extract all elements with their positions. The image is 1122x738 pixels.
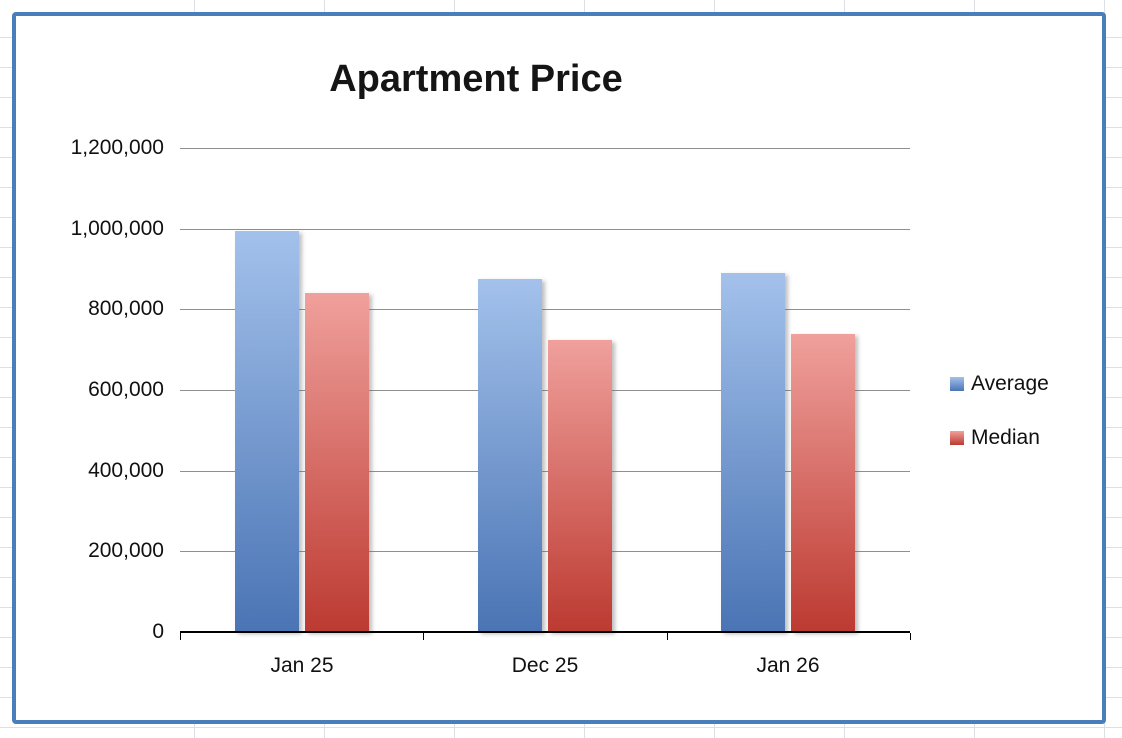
- legend-label: Average: [971, 372, 1049, 395]
- y-axis-label: 400,000: [88, 459, 164, 482]
- y-axis-label: 200,000: [88, 539, 164, 562]
- legend-label: Median: [971, 426, 1040, 449]
- legend-swatch-icon: [950, 377, 964, 391]
- gridline: [180, 551, 910, 552]
- chart-legend: Average Median: [950, 372, 1049, 450]
- x-axis-tickmark: [180, 633, 181, 640]
- bar-average-jan-26[interactable]: [721, 273, 785, 632]
- x-axis-tickmark: [423, 633, 424, 640]
- x-axis-label: Jan 26: [756, 654, 820, 677]
- legend-item-median[interactable]: Median: [950, 426, 1049, 450]
- y-axis-label: 600,000: [88, 378, 164, 401]
- bar-average-dec-25[interactable]: [478, 279, 542, 632]
- bar-median-dec-25[interactable]: [548, 340, 612, 632]
- gridline: [180, 309, 910, 310]
- x-axis-tickmark: [667, 633, 668, 640]
- chart-frame[interactable]: Apartment Price Average Median 0 200,000 40…: [12, 12, 1106, 724]
- gridline: [180, 471, 910, 472]
- bar-average-jan-25[interactable]: [235, 231, 299, 632]
- x-axis-tickmark: [910, 633, 911, 640]
- bar-median-jan-25[interactable]: [305, 293, 369, 632]
- legend-swatch-icon: [950, 431, 964, 445]
- legend-item-average[interactable]: Average: [950, 372, 1049, 396]
- y-axis-label: 1,000,000: [70, 217, 164, 240]
- bar-median-jan-26[interactable]: [791, 334, 855, 632]
- chart-title[interactable]: Apartment Price: [329, 58, 623, 100]
- x-axis-label: Jan 25: [270, 654, 334, 677]
- y-axis-label: 800,000: [88, 297, 164, 320]
- y-axis-label: 1,200,000: [70, 136, 164, 159]
- y-axis-label: 0: [152, 620, 164, 643]
- x-axis-label: Dec 25: [511, 654, 579, 677]
- gridline: [180, 148, 910, 149]
- gridline: [180, 390, 910, 391]
- gridline: [180, 229, 910, 230]
- x-axis-line: [180, 631, 910, 633]
- chart-area: Apartment Price Average Median 0 200,000 40…: [16, 16, 1102, 720]
